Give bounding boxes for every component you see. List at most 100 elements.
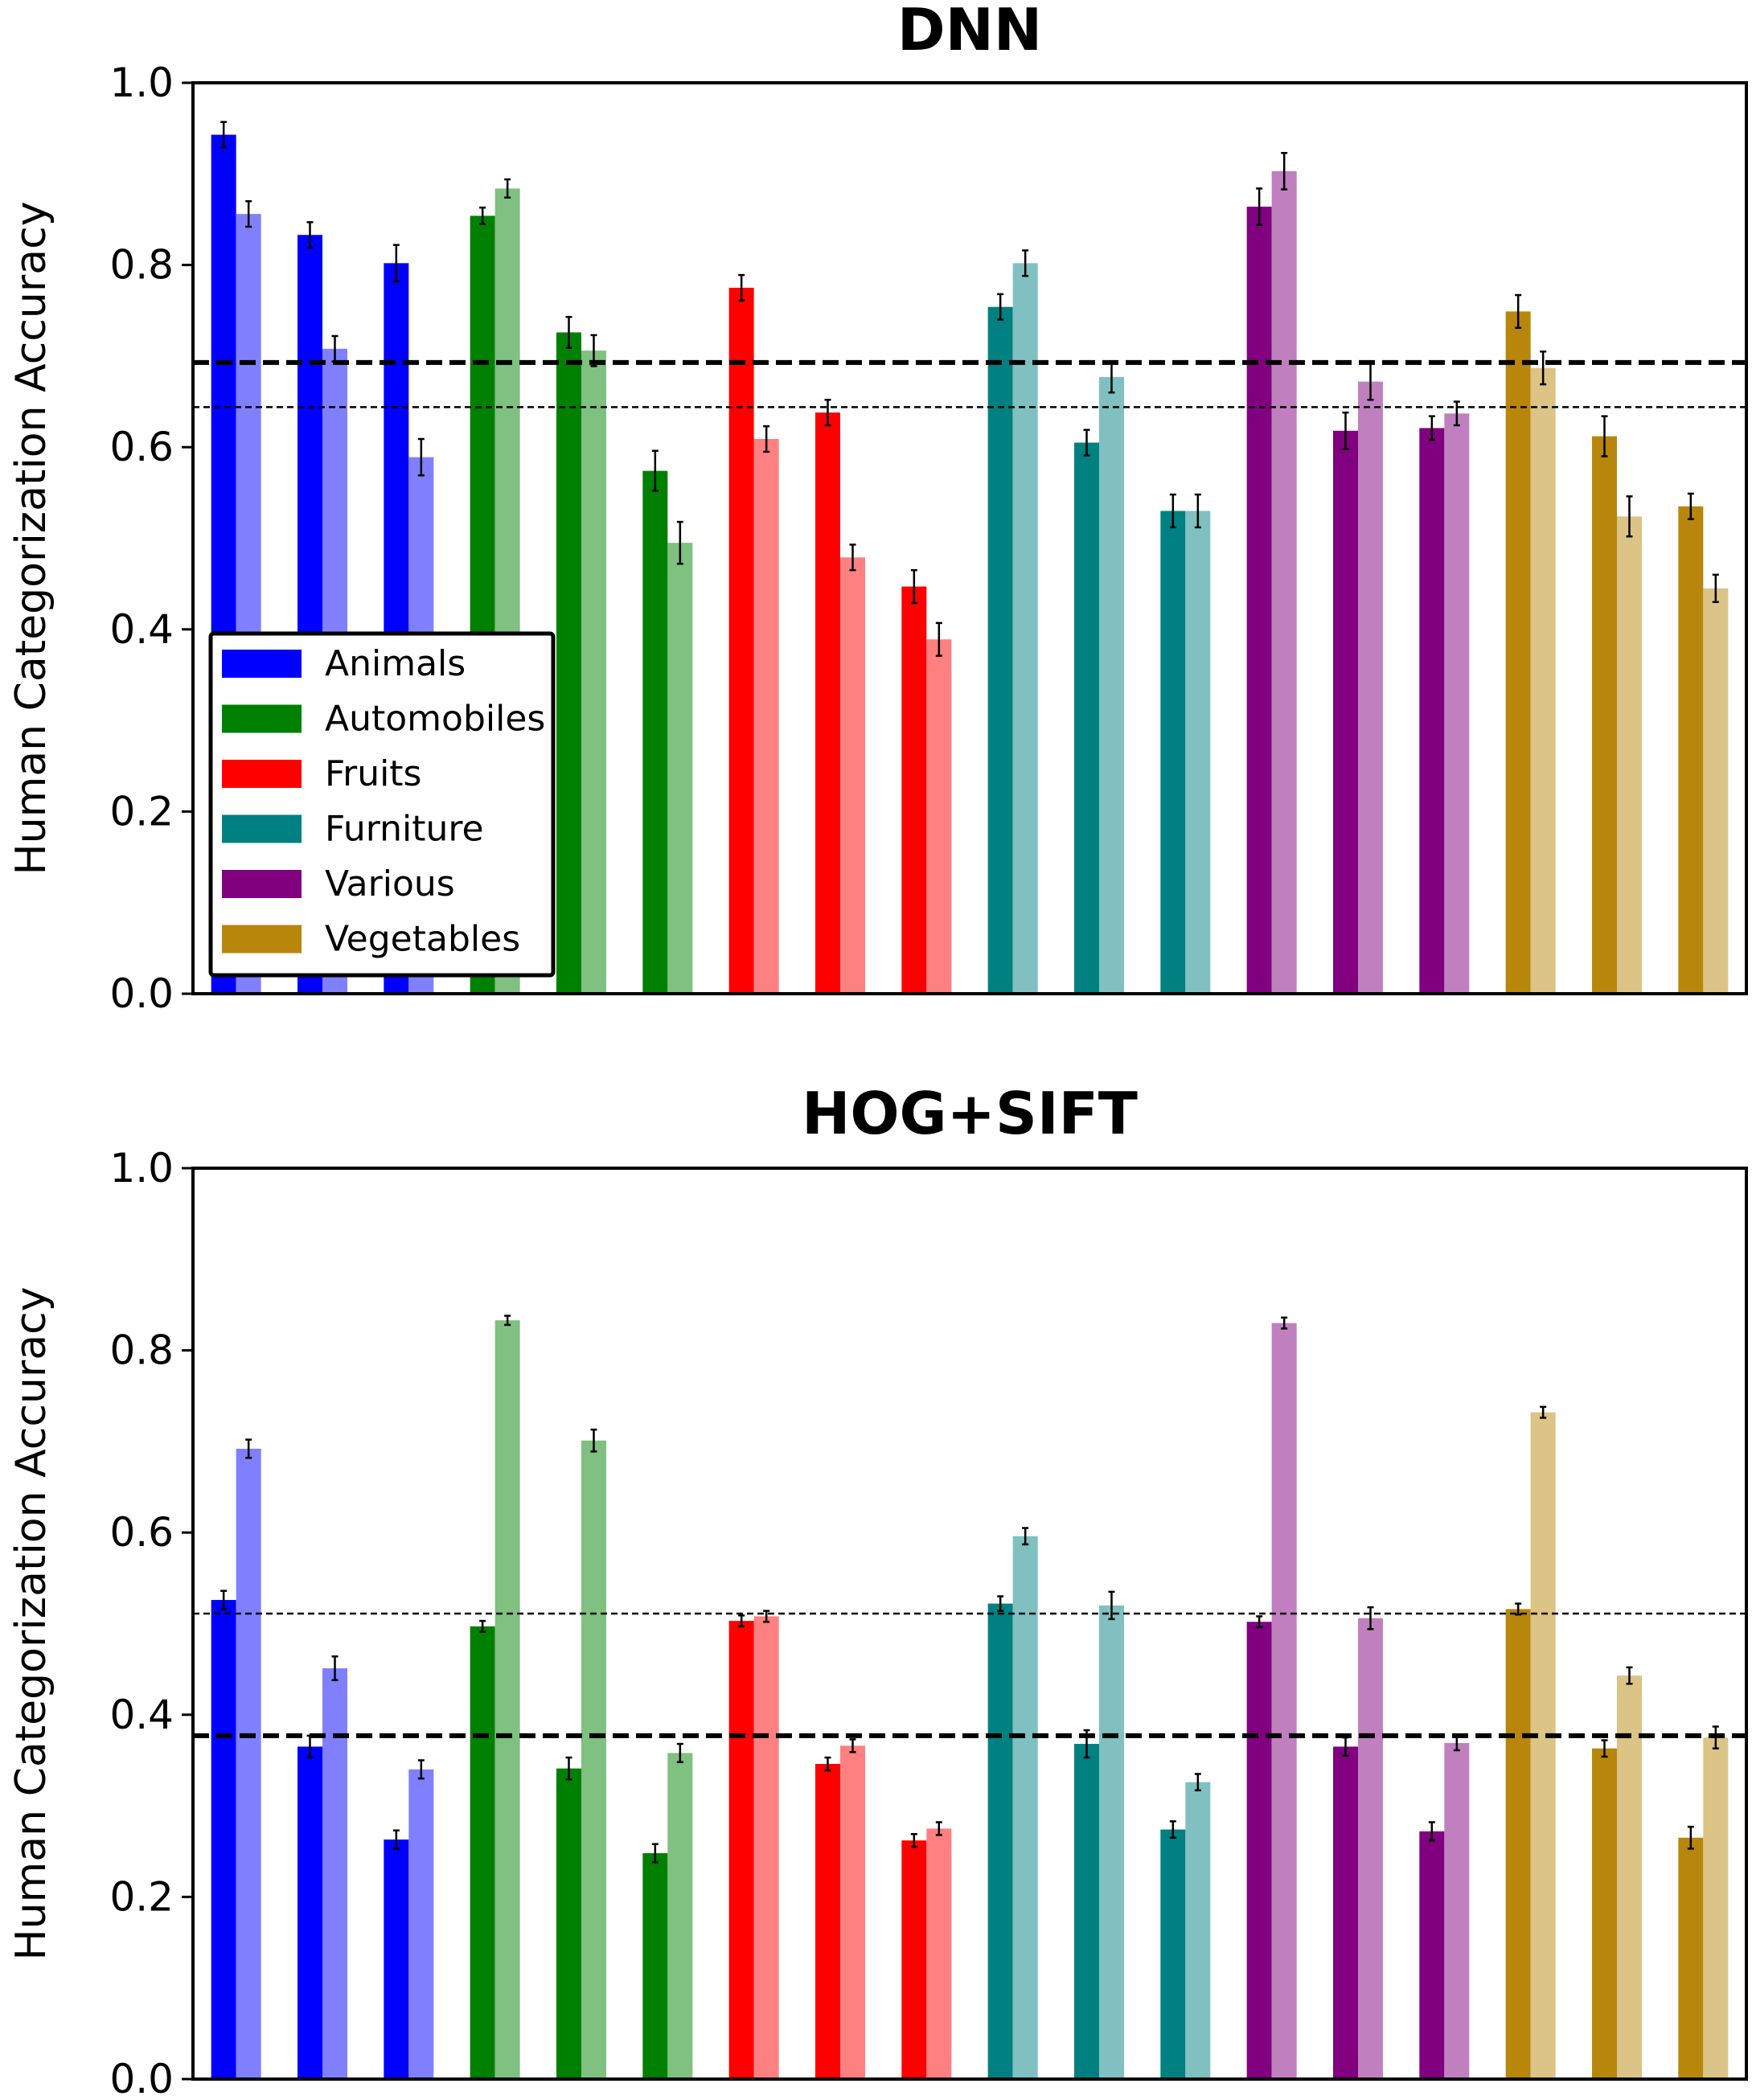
bar-vegetables-dark (1505, 1609, 1531, 2079)
bar-automobiles-light (494, 1320, 520, 2079)
bar-furniture-light (1099, 376, 1124, 995)
bar-furniture-dark (1160, 1829, 1186, 2079)
bar-furniture-light (1185, 511, 1211, 994)
y-tick-label: 0.4 (109, 1692, 174, 1738)
bar-various-light (1444, 413, 1470, 994)
legend-label: Various (325, 863, 455, 904)
legend-swatch (222, 650, 302, 678)
bar-various-dark (1333, 430, 1358, 994)
bar-automobiles-light (581, 1440, 606, 2079)
bar-various-dark (1419, 1831, 1445, 2079)
bar-furniture-light (1012, 1536, 1038, 2079)
bar-automobiles-dark (642, 1853, 668, 2079)
legend-label: Furniture (325, 809, 484, 850)
legend-swatch (222, 704, 302, 733)
y-tick-label: 0.8 (109, 1327, 174, 1374)
bar-various-light (1271, 1323, 1297, 2079)
bar-vegetables-dark (1592, 436, 1617, 994)
bar-furniture-light (1099, 1605, 1124, 2079)
bar-automobiles-light (667, 1753, 693, 2079)
bar-various-dark (1333, 1746, 1358, 2079)
bar-fruits-light (753, 1616, 779, 2079)
bar-vegetables-light (1703, 1737, 1729, 2079)
legend-item: Various (222, 863, 455, 904)
plot-frame (191, 1167, 1748, 2081)
bar-vegetables-dark (1505, 311, 1531, 994)
bar-fruits-dark (901, 1840, 927, 2079)
bar-various-dark (1246, 207, 1272, 994)
bar-vegetables-light (1530, 1412, 1556, 2079)
y-tick-label: 1.0 (109, 1145, 174, 1192)
bar-furniture-dark (1074, 1744, 1099, 2079)
bar-fruits-light (840, 1745, 865, 2079)
bar-fruits-light (753, 439, 779, 994)
bar-animals-dark (384, 1840, 409, 2079)
bar-various-dark (1246, 1622, 1272, 2079)
legend-label: Animals (325, 643, 466, 684)
bar-furniture-dark (987, 1603, 1013, 2079)
bar-fruits-light (840, 557, 865, 994)
bar-furniture-dark (987, 306, 1013, 994)
bar-animals-light (322, 1668, 347, 2079)
legend: Animals Automobiles Fruits Furniture Various… (208, 631, 556, 978)
y-tick-label: 0.0 (109, 970, 174, 1017)
legend-item: Furniture (222, 809, 484, 850)
legend-item: Automobiles (222, 699, 545, 740)
bar-various-dark (1419, 428, 1445, 994)
y-axis-label: Human Categorization Accuracy (7, 1287, 55, 1961)
hog-sift-chart-panel: HOG+SIFT Human Categorization Accuracy 0.0… (7, 1080, 1748, 2100)
bar-automobiles-dark (556, 332, 581, 994)
bar-various-light (1358, 381, 1383, 994)
bar-furniture-dark (1160, 511, 1186, 994)
bar-furniture-light (1012, 263, 1038, 995)
legend-item: Fruits (222, 753, 421, 794)
bar-automobiles-dark (556, 1768, 581, 2079)
legend-swatch (222, 760, 302, 788)
bar-furniture-light (1185, 1782, 1211, 2079)
bar-fruits-light (926, 639, 952, 994)
bar-fruits-dark (901, 586, 927, 994)
bar-furniture-dark (1074, 442, 1099, 994)
y-tick-label: 0.6 (109, 424, 174, 470)
y-tick-label: 0.0 (109, 2056, 174, 2100)
bar-vegetables-light (1703, 588, 1729, 994)
legend-swatch (222, 814, 302, 843)
bar-automobiles-dark (470, 1626, 495, 2079)
bar-animals-light (408, 1769, 434, 2079)
y-tick-label: 0.2 (109, 788, 174, 835)
legend-label: Fruits (325, 753, 421, 794)
bar-animals-light (236, 1448, 261, 2079)
legend-label: Automobiles (325, 699, 545, 740)
dnn-chart-panel: DNN Human Categorization Accuracy 0.0 0.2 0.… (7, 0, 1748, 1017)
bar-fruits-dark (728, 287, 754, 994)
bar-vegetables-light (1617, 516, 1642, 994)
bar-various-light (1271, 170, 1297, 994)
bar-automobiles-light (581, 351, 606, 994)
bar-animals-dark (297, 1746, 322, 2079)
bar-fruits-dark (815, 412, 840, 994)
plot-frame (191, 81, 1748, 995)
legend-item: Animals (222, 643, 466, 684)
bar-animals-dark (211, 1600, 236, 2079)
y-tick-label: 0.8 (109, 242, 174, 289)
y-tick-label: 0.2 (109, 1873, 174, 1920)
bar-fruits-dark (728, 1621, 754, 2079)
bar-vegetables-dark (1678, 1837, 1704, 2079)
bar-vegetables-light (1617, 1675, 1642, 2079)
bar-automobiles-light (667, 543, 693, 994)
legend-swatch (222, 870, 302, 898)
legend-label: Vegetables (325, 919, 520, 960)
y-tick-label: 0.6 (109, 1509, 174, 1556)
bar-automobiles-dark (642, 470, 668, 994)
bar-fruits-dark (815, 1763, 840, 2079)
bar-fruits-light (926, 1828, 952, 2079)
legend-item: Vegetables (222, 919, 520, 960)
y-tick-label: 0.4 (109, 606, 174, 653)
bar-vegetables-dark (1678, 506, 1704, 994)
legend-swatch (222, 925, 302, 954)
bar-vegetables-dark (1592, 1748, 1617, 2079)
y-tick-label: 1.0 (109, 59, 174, 106)
bar-various-light (1358, 1618, 1383, 2079)
chart-title: DNN (897, 0, 1042, 64)
